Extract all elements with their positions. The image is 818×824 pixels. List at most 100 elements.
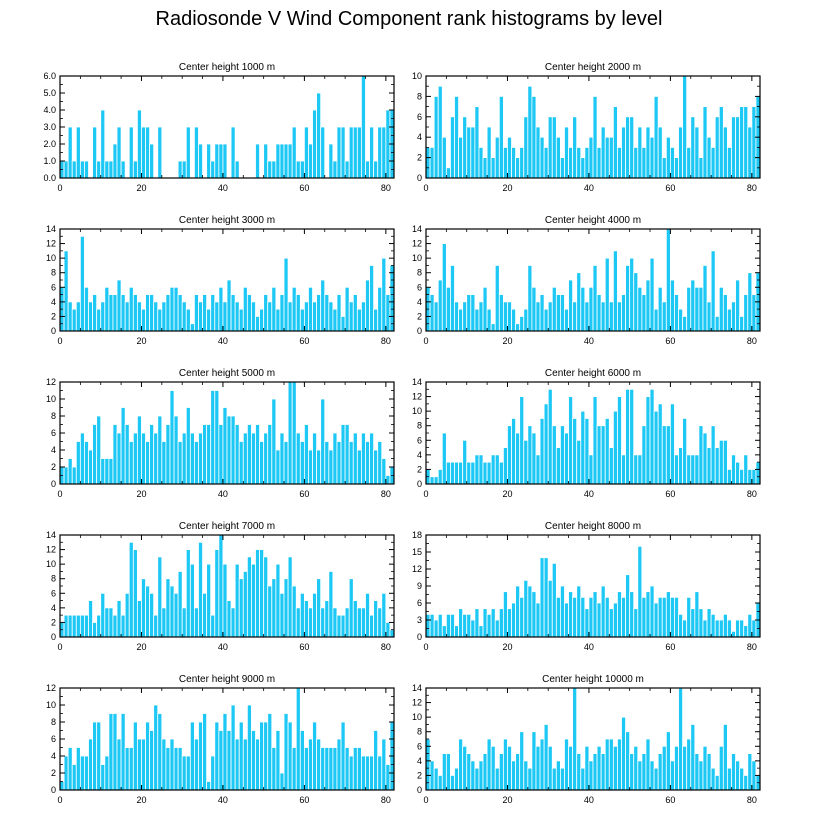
y-tick-label: 4 xyxy=(417,450,422,460)
histogram-bar xyxy=(445,461,451,485)
histogram-bar xyxy=(474,767,480,791)
x-tick-label: 80 xyxy=(747,336,757,346)
histogram-bar xyxy=(356,449,362,485)
histogram-bar xyxy=(576,272,582,332)
histogram-bar xyxy=(674,596,679,638)
histogram-bar xyxy=(588,596,594,638)
histogram-bar xyxy=(478,146,484,179)
histogram-bar xyxy=(474,308,480,332)
histogram-bar xyxy=(637,454,643,485)
histogram-bar xyxy=(682,75,688,179)
histogram-bar xyxy=(96,415,102,485)
y-tick-label: 9 xyxy=(417,581,422,591)
y-tick-label: 14 xyxy=(412,224,422,234)
histogram-bar xyxy=(369,432,375,485)
histogram-bar xyxy=(494,619,500,638)
histogram-bar xyxy=(523,308,529,332)
histogram-bar xyxy=(458,308,464,332)
x-tick-label: 60 xyxy=(665,642,675,652)
histogram-bar xyxy=(539,557,545,638)
histogram-bar xyxy=(312,721,318,791)
histogram-bar xyxy=(194,441,199,485)
histogram-bar xyxy=(458,608,464,638)
histogram-bar xyxy=(291,126,297,179)
histogram-bar xyxy=(369,126,375,179)
y-tick-label: 14 xyxy=(412,377,422,387)
histogram-bar xyxy=(206,308,212,332)
histogram-bar xyxy=(316,294,322,332)
y-tick-label: 10 xyxy=(412,406,422,416)
histogram-bar xyxy=(202,294,208,332)
histogram-bar xyxy=(637,286,643,332)
histogram-bar xyxy=(316,578,322,638)
histogram-bar xyxy=(210,160,216,179)
histogram-bar xyxy=(108,713,114,791)
y-tick-label: 12 xyxy=(412,564,422,574)
histogram-bar xyxy=(596,602,602,638)
histogram-bar xyxy=(502,146,508,179)
histogram-bar xyxy=(279,772,285,791)
histogram-bar xyxy=(588,136,594,179)
histogram-bar xyxy=(344,286,350,332)
histogram-bar xyxy=(71,160,77,179)
histogram-bar xyxy=(674,454,679,485)
histogram-bar xyxy=(629,257,635,332)
y-tick-label: 12 xyxy=(412,239,422,249)
histogram-bar xyxy=(678,613,684,638)
histogram-bar xyxy=(682,745,688,791)
histogram-bar xyxy=(238,441,244,485)
histogram-bar xyxy=(674,157,679,179)
histogram-bar xyxy=(612,106,618,179)
histogram-bar xyxy=(731,116,736,179)
x-tick-label: 60 xyxy=(299,795,309,805)
y-tick-label: 4 xyxy=(417,756,422,766)
histogram-bar xyxy=(466,613,472,638)
histogram-bar xyxy=(661,745,667,791)
histogram-bar xyxy=(551,562,557,638)
histogram-bar xyxy=(678,687,684,791)
y-tick-label: 14 xyxy=(46,530,56,540)
histogram-bar xyxy=(490,454,496,485)
histogram-bar xyxy=(722,294,728,332)
histogram-bar xyxy=(295,687,301,791)
histogram-bar xyxy=(222,407,228,485)
histogram-bar xyxy=(161,441,167,485)
histogram-bar xyxy=(189,721,195,791)
histogram-bar xyxy=(67,458,73,485)
histogram-bar xyxy=(373,308,379,332)
histogram-bar xyxy=(242,571,248,638)
histogram-bar xyxy=(653,767,659,791)
histogram-bar xyxy=(653,96,659,179)
histogram-bar xyxy=(645,279,651,332)
histogram-bar xyxy=(104,607,110,638)
histogram-bar xyxy=(173,592,179,638)
histogram-bar xyxy=(356,747,362,791)
histogram-bar xyxy=(657,403,663,485)
histogram-bar xyxy=(617,396,622,485)
histogram-bar xyxy=(547,388,553,485)
histogram-bar xyxy=(120,407,126,485)
histogram-bar xyxy=(543,308,549,332)
histogram-bar xyxy=(588,286,594,332)
histogram-bar xyxy=(535,126,541,179)
histogram-bar xyxy=(185,549,191,638)
histogram-bar xyxy=(108,607,114,638)
histogram-bar xyxy=(373,160,379,179)
histogram-bar xyxy=(490,157,496,179)
histogram-bar xyxy=(218,424,224,485)
histogram-bar xyxy=(218,286,224,332)
y-tick-label: 3.0 xyxy=(43,122,56,132)
histogram-bar xyxy=(279,432,285,485)
histogram-bar xyxy=(649,585,655,638)
histogram-bar xyxy=(511,308,517,332)
histogram-bar xyxy=(547,301,553,332)
histogram-bar xyxy=(560,425,565,485)
histogram-bar xyxy=(165,747,171,791)
histogram-bar xyxy=(141,432,146,485)
histogram-bar xyxy=(596,294,602,332)
histogram-bar xyxy=(494,136,500,179)
histogram-bar xyxy=(608,738,614,791)
histogram-bar xyxy=(482,157,488,179)
histogram-bar xyxy=(437,469,443,485)
histogram-bar xyxy=(714,775,720,791)
